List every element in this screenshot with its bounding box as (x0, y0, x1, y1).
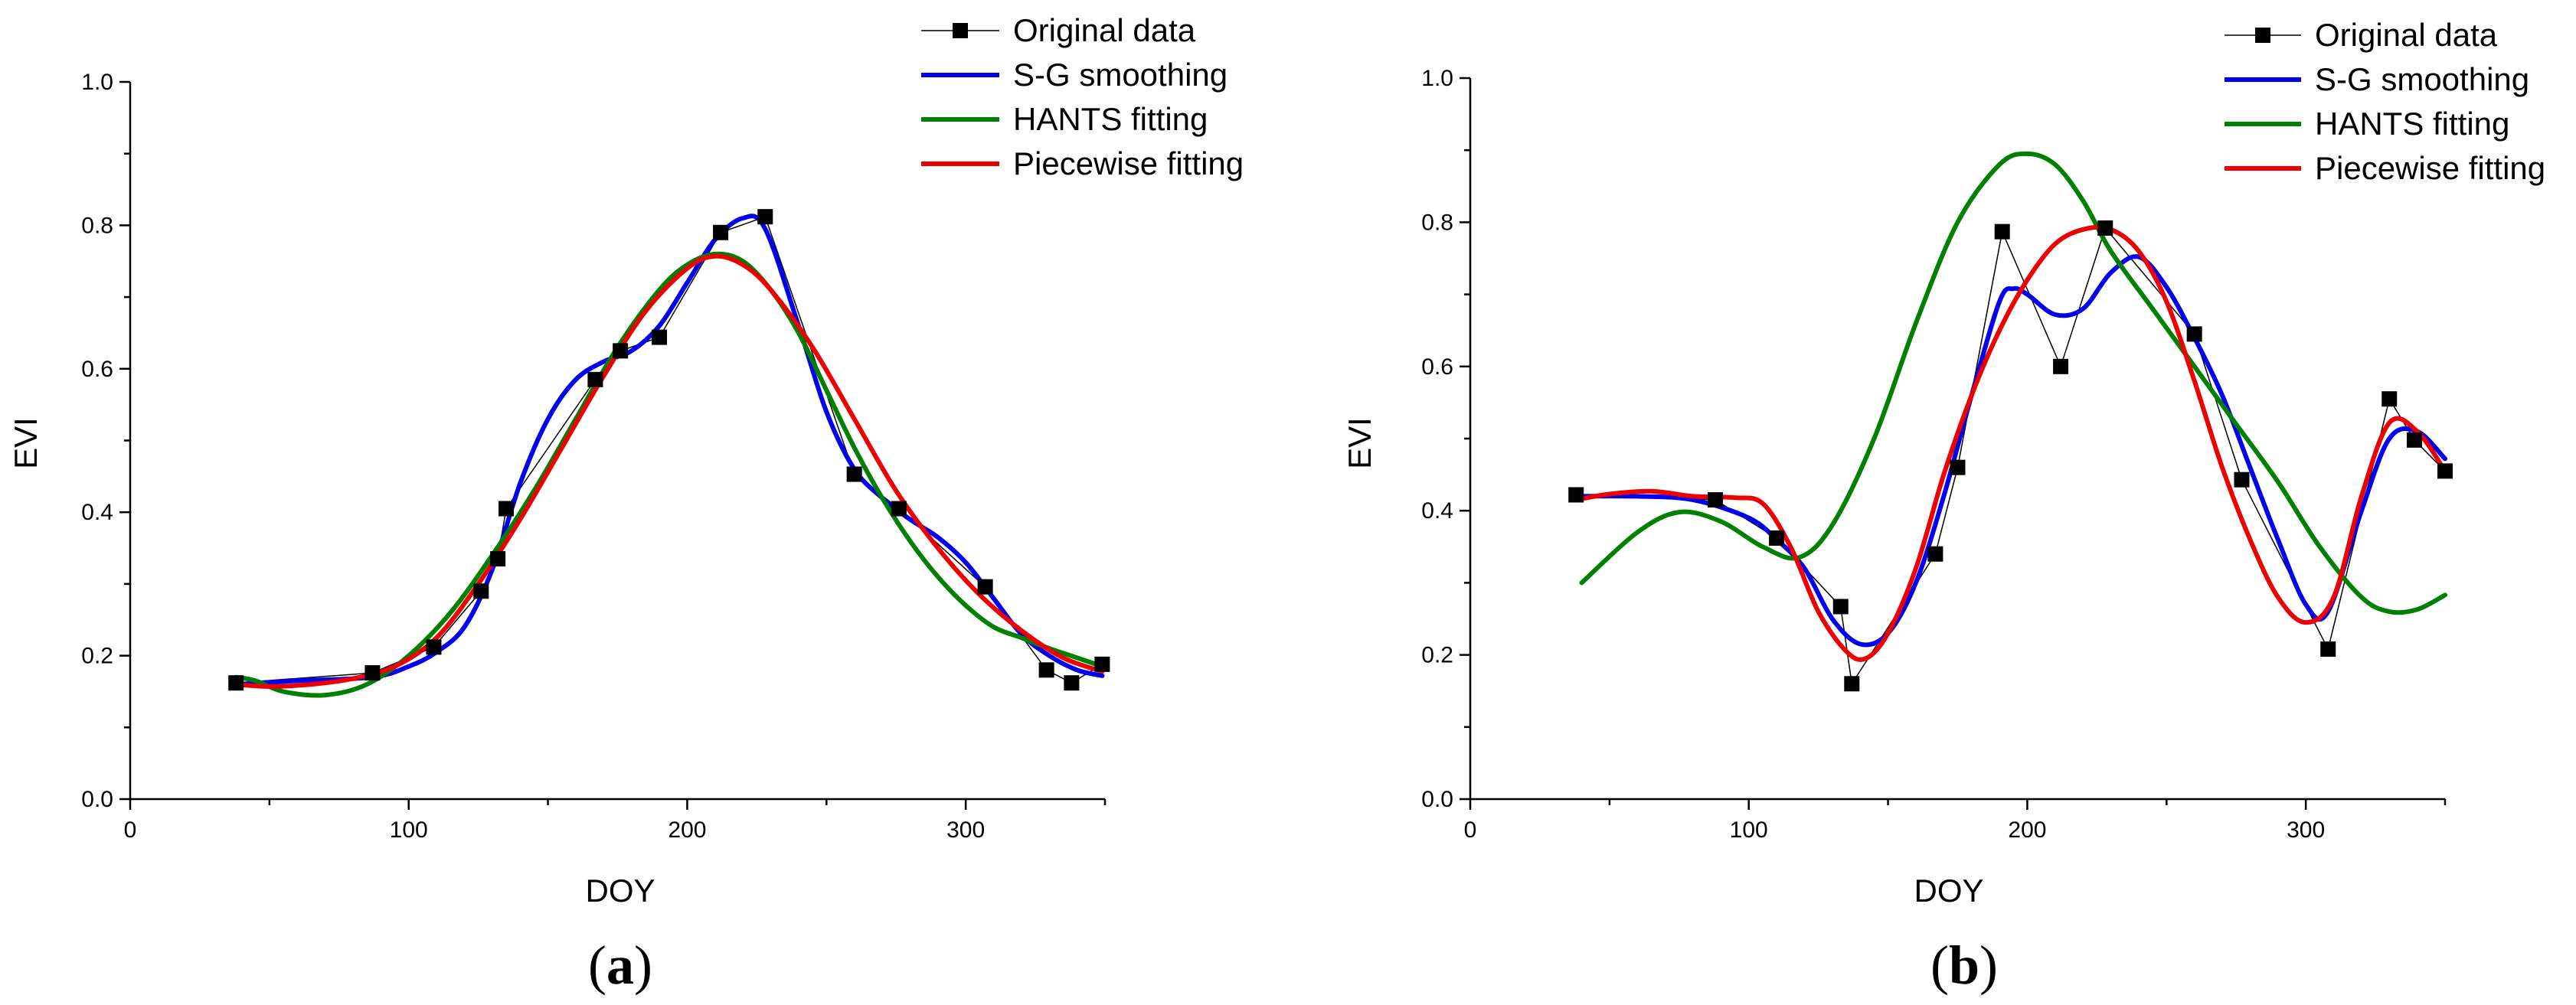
chart-b-data-point (1769, 530, 1785, 546)
chart-b-data-point (2381, 391, 2398, 407)
chart-panel-a: 0.0 0.2 0.4 0.6 0.8 1.0 0 100 200 300 DOY EVI Ori… (8, 12, 1244, 996)
chart-a-data-point (713, 224, 729, 240)
chart-a-data-point (426, 639, 442, 655)
chart-b-xtick-label: 300 (2287, 817, 2325, 843)
chart-a-data-point (891, 501, 907, 517)
chart-a-data-point (473, 583, 489, 599)
chart-a-panel-letter: a (606, 935, 634, 996)
chart-a-legend-entry: S-G smoothing (921, 57, 1228, 93)
chart-b-ytick-label: 0.0 (1421, 787, 1453, 812)
chart-a-legend-entry: HANTS fitting (921, 101, 1208, 137)
chart-b-data-point (2320, 641, 2336, 657)
chart-a-xtick-label: 100 (390, 817, 428, 843)
chart-b-series-line-s-g-smoothing (1574, 254, 2447, 648)
chart-b-legend-label: S-G smoothing (2315, 61, 2529, 97)
chart-a-markers (228, 209, 1110, 691)
chart-b-series-line-piecewise-fitting (1574, 224, 2447, 662)
chart-a-data-point (846, 466, 862, 482)
chart-b-data-point (1994, 224, 2010, 240)
chart-a-ytick-label: 0.0 (81, 787, 113, 812)
chart-a-data-point (499, 501, 515, 517)
chart-a-legend-label: Piecewise fitting (1013, 145, 1244, 181)
chart-b-legend-entry: Original data (2225, 17, 2498, 53)
chart-b-ytick-label: 0.2 (1421, 643, 1453, 668)
chart-b-data-point (2053, 358, 2069, 374)
chart-a-axes: 0.0 0.2 0.4 0.6 0.8 1.0 0 100 200 300 (81, 70, 1107, 843)
chart-a-xtick-label: 200 (668, 817, 706, 843)
chart-b-legend-marker (2255, 28, 2270, 43)
chart-b-data-point (1832, 599, 1849, 615)
chart-a-legend-label: Original data (1013, 12, 1196, 48)
chart-b-ytick-label: 1.0 (1421, 66, 1453, 91)
chart-a-ylabel: EVI (8, 417, 44, 469)
chart-a-legend-label: S-G smoothing (1013, 57, 1228, 93)
chart-b-legend-label: Original data (2315, 17, 2498, 53)
chart-b-xtick-label: 100 (1730, 817, 1768, 843)
chart-a-lines (234, 214, 1105, 698)
chart-b-ytick-label: 0.8 (1421, 210, 1453, 235)
chart-a-ytick-label: 0.6 (81, 357, 113, 382)
chart-b-xtick-label: 200 (2008, 817, 2046, 843)
chart-b-markers (1568, 220, 2453, 692)
chart-b-ytick-label: 0.4 (1421, 498, 1453, 524)
chart-b-legend: Original data S-G smoothing HANTS fitting P… (2225, 17, 2545, 186)
chart-a-legend-entry: Original data (921, 12, 1196, 48)
chart-a-ytick-label: 1.0 (81, 70, 113, 95)
chart-b-axes: 0.0 0.2 0.4 0.6 0.8 1.0 0 100 200 300 (1421, 66, 2447, 843)
chart-b-series-line-hants-fitting (1579, 151, 2447, 615)
chart-b-legend-label: HANTS fitting (2315, 106, 2509, 142)
chart-b-legend-label: Piecewise fitting (2315, 150, 2545, 186)
chart-b-ytick-label: 0.6 (1421, 354, 1453, 380)
chart-a-data-point (1038, 662, 1054, 678)
chart-b-panel-letter: b (1949, 935, 1979, 996)
chart-b-ylabel: EVI (1342, 417, 1378, 469)
chart-a-data-point (228, 675, 244, 691)
chart-b-data-point (2186, 326, 2202, 342)
chart-b-lines (1574, 151, 2447, 686)
chart-b-data-point (1708, 492, 1724, 508)
chart-a-series-line-piecewise-fitting (234, 253, 1105, 689)
chart-b-panel-label: (b) (1930, 935, 1998, 996)
chart-b-legend-entry: Piecewise fitting (2225, 150, 2545, 186)
chart-a-ytick-label: 0.8 (81, 213, 113, 238)
chart-a-data-point (652, 329, 668, 345)
chart-b-xtick-label: 0 (1464, 817, 1477, 843)
chart-b-data-point (1568, 487, 1584, 503)
chart-b-data-point (1950, 459, 1966, 475)
chart-a-series-line-s-g-smoothing (234, 214, 1105, 687)
chart-panel-b: 0.0 0.2 0.4 0.6 0.8 1.0 0 100 200 300 DOY EVI Ori… (1342, 17, 2545, 996)
chart-a-xlabel: DOY (585, 873, 655, 909)
chart-a-data-point (490, 551, 506, 567)
chart-a-data-point (613, 343, 629, 359)
chart-a-panel-label: (a) (588, 935, 652, 996)
chart-a-data-point (1094, 656, 1110, 672)
chart-b-legend-entry: S-G smoothing (2225, 61, 2529, 97)
chart-a-data-point (587, 371, 603, 387)
chart-b-legend-entry: HANTS fitting (2225, 106, 2509, 142)
chart-a-legend-marker (953, 23, 968, 38)
chart-a-data-point (1064, 675, 1080, 691)
chart-b-data-point (2437, 463, 2453, 479)
chart-a-ytick-label: 0.4 (81, 500, 113, 525)
chart-b-xlabel: DOY (1914, 873, 1983, 909)
chart-a-xtick-label: 0 (124, 817, 137, 843)
chart-b-data-point (1927, 546, 1943, 562)
chart-a-xtick-label: 300 (946, 817, 985, 843)
chart-b-data-point (2406, 432, 2422, 448)
chart-a-data-point (757, 209, 773, 225)
chart-b-data-point (1844, 676, 1860, 692)
chart-a-data-point (364, 665, 381, 681)
chart-a-legend-label: HANTS fitting (1013, 101, 1208, 137)
chart-a-ytick-label: 0.2 (81, 644, 113, 669)
chart-a-legend: Original data S-G smoothing HANTS fitting P… (921, 12, 1244, 181)
chart-a-data-point (977, 579, 993, 595)
chart-b-data-point (2097, 220, 2113, 236)
chart-b-data-point (2234, 472, 2250, 488)
chart-a-legend-entry: Piecewise fitting (921, 145, 1244, 181)
